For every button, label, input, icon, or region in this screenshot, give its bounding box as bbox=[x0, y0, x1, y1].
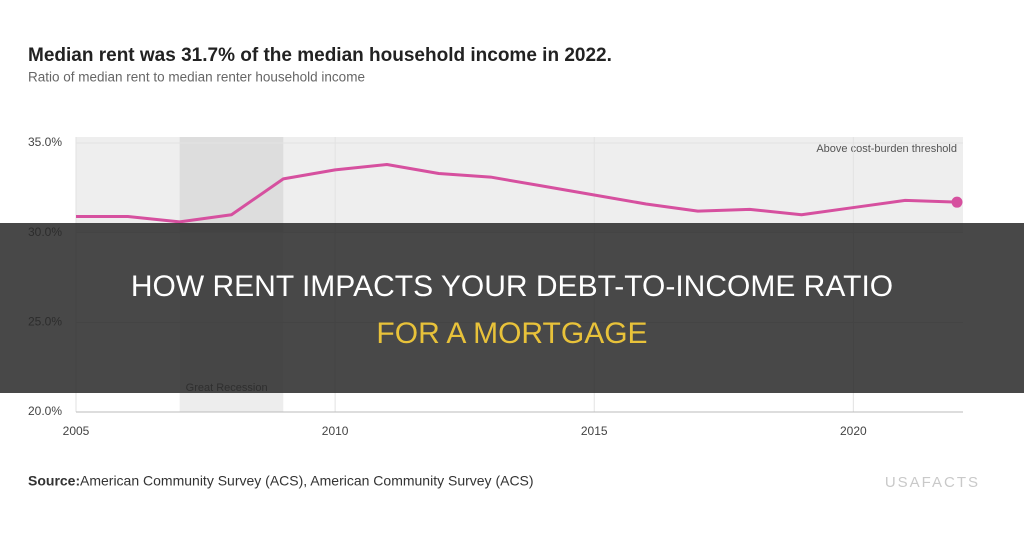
threshold-label: Above cost-burden threshold bbox=[816, 143, 957, 155]
x-tick-label: 2005 bbox=[63, 424, 90, 438]
banner-line2: FOR A MORTGAGE bbox=[376, 317, 647, 350]
banner-background bbox=[0, 223, 1024, 393]
x-tick-label: 2010 bbox=[322, 424, 349, 438]
end-point bbox=[951, 196, 963, 208]
logo: USAFACTS bbox=[885, 474, 980, 491]
chart-subtitle: Ratio of median rent to median renter ho… bbox=[28, 70, 365, 85]
x-tick-label: 2015 bbox=[581, 424, 608, 438]
chart-title: Median rent was 31.7% of the median hous… bbox=[28, 45, 612, 66]
source-text: American Community Survey (ACS), America… bbox=[80, 473, 534, 489]
y-tick-label: 20.0% bbox=[28, 404, 62, 418]
y-tick-label: 35.0% bbox=[28, 135, 62, 149]
x-tick-label: 2020 bbox=[840, 424, 867, 438]
source-label: Source: bbox=[28, 473, 80, 489]
banner-line1: HOW RENT IMPACTS YOUR DEBT-TO-INCOME RAT… bbox=[131, 270, 893, 303]
series-line bbox=[76, 163, 958, 224]
